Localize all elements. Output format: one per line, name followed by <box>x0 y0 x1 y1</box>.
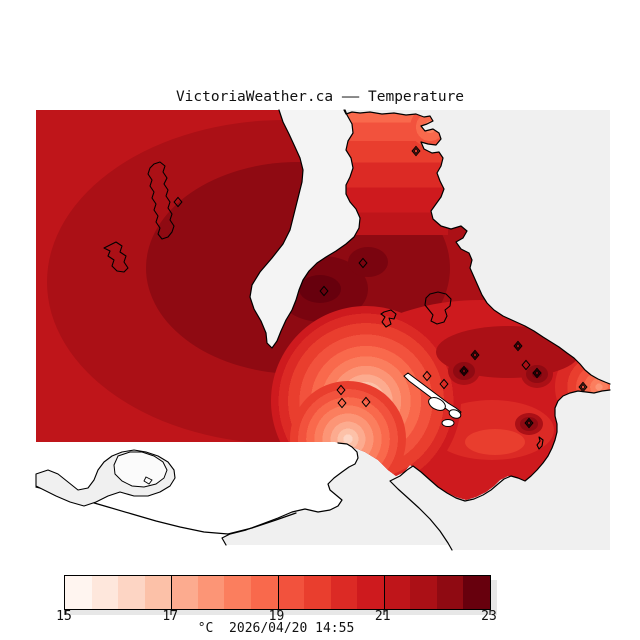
lagoon-islet <box>143 476 153 485</box>
page-title: VictoriaWeather.ca —— Temperature <box>175 89 465 105</box>
station-diamond-icon <box>521 359 531 371</box>
coastline-peninsula-east <box>343 109 611 385</box>
colorbar-tick-label: 15 <box>56 609 72 624</box>
station-diamond-outline <box>422 370 432 382</box>
colorbar-tick-label: 17 <box>162 609 179 624</box>
station-diamond-icon <box>513 340 523 352</box>
station-diamond-outline <box>521 359 531 371</box>
contour-dark-spot-nw <box>348 247 388 277</box>
station-diamond-icon <box>459 365 469 377</box>
colorbar-segment <box>118 576 145 609</box>
station-diamond-outline <box>173 196 183 208</box>
station-diamond-icon <box>361 396 371 408</box>
colorbar-segment <box>330 576 358 609</box>
station-diamond-outline <box>524 417 534 429</box>
temperature-colorbar <box>64 575 491 615</box>
station-diamond-icon <box>337 397 347 409</box>
colorbar-tick-label: 21 <box>374 609 391 624</box>
station-diamond-outline <box>319 285 329 297</box>
colorbar-tick-label: 23 <box>481 609 497 624</box>
colorbar-tick-label: 19 <box>268 609 285 624</box>
caption-spacer <box>213 621 229 636</box>
station-diamond-icon <box>439 378 449 390</box>
station-diamond-outline <box>361 396 371 408</box>
station-diamond-icon <box>358 257 368 269</box>
victoria-bright-core <box>465 429 525 455</box>
south-bay-notch <box>441 419 455 427</box>
unit-label: °C <box>197 621 214 636</box>
station-diamond-outline <box>470 349 480 361</box>
haro-strait-grey <box>344 110 610 384</box>
colorbar-divider-19 <box>277 576 279 609</box>
dark-spot-3 <box>520 417 538 431</box>
station-diamond-icon <box>319 285 329 297</box>
lake-outlines <box>103 161 544 450</box>
station-diamond-icon <box>422 370 432 382</box>
colorbar-divider-21 <box>383 576 385 609</box>
inner-harbour <box>448 409 462 419</box>
station-diamond-outline <box>515 342 521 350</box>
trial-islands-outline <box>536 436 544 450</box>
timestamp: 2026/04/20 14:55 <box>229 621 355 636</box>
station-diamond-outline <box>526 419 532 427</box>
colorbar-segment <box>463 576 490 609</box>
colorbar-tick-19 <box>277 609 278 615</box>
prospect-lake-outline <box>380 309 397 328</box>
station-markers <box>173 145 588 429</box>
station-diamond-outline <box>580 383 586 391</box>
colorbar-segment <box>197 576 225 609</box>
elk-lake-outline <box>424 291 452 325</box>
sooke-lake-outline <box>103 241 129 273</box>
colorbar-segment <box>65 576 92 609</box>
station-diamond-icon <box>173 196 183 208</box>
station-diamond-outline <box>461 367 467 375</box>
colorbar-segment <box>250 576 278 609</box>
station-diamond-outline <box>336 384 346 396</box>
colorbar-segment <box>91 576 119 609</box>
colorbar-segment <box>304 576 331 609</box>
colorbar-segment <box>144 576 172 609</box>
station-diamond-outline <box>439 378 449 390</box>
station-diamond-outline <box>513 340 523 352</box>
southeast-grey <box>390 390 610 550</box>
colorbar-segment <box>357 576 384 609</box>
coastline-victoria-south <box>389 389 611 551</box>
saanich-inlet-water <box>250 110 360 348</box>
colorbar-tick-labels: 15 17 19 21 23 <box>56 609 497 624</box>
colorbar-divider-17 <box>171 576 173 609</box>
station-diamond-outline <box>532 367 542 379</box>
shawnigan-lake-outline <box>147 161 175 240</box>
station-diamond-outline <box>578 381 588 393</box>
station-diamond-outline <box>411 145 421 157</box>
station-diamond-icon <box>470 349 480 361</box>
colorbar-segment <box>224 576 251 609</box>
colorbar-tick-21 <box>383 609 385 615</box>
station-diamond-icon <box>411 145 421 157</box>
esquimalt-harbour <box>428 397 446 411</box>
headland-lagoon <box>113 451 168 488</box>
station-diamond-icon <box>532 367 542 379</box>
colorbar-tick-17 <box>170 609 172 615</box>
station-diamond-icon <box>336 384 346 396</box>
station-diamond-outline <box>413 147 419 155</box>
colorbar-tick-23 <box>489 609 491 615</box>
colorbar-segment <box>277 576 305 609</box>
colorbar-caption: °C 2026/04/20 14:55 <box>198 621 355 636</box>
colorbar-tick-15 <box>64 609 66 615</box>
colorbar-segment <box>410 576 437 609</box>
colorbar-segment <box>436 576 464 609</box>
station-diamond-outline <box>459 365 469 377</box>
colorbar-segment <box>383 576 411 609</box>
station-diamond-outline <box>358 257 368 269</box>
station-diamond-icon <box>524 417 534 429</box>
station-diamond-icon <box>578 381 588 393</box>
station-diamond-outline <box>472 351 478 359</box>
contour-core-23 <box>299 275 341 303</box>
coastline-saanich-inlet <box>249 109 361 349</box>
station-diamond-outline <box>534 369 540 377</box>
colorbar-segment <box>171 576 198 609</box>
station-diamond-outline <box>337 397 347 409</box>
